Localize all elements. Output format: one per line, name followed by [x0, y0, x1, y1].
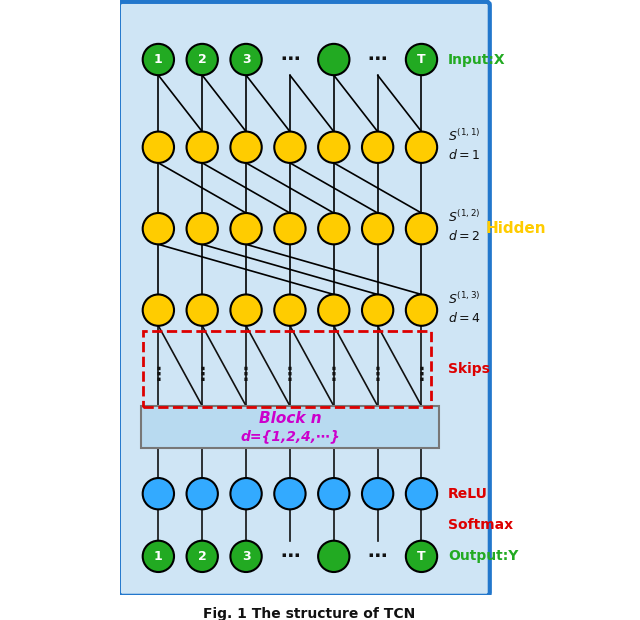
Text: $d=2$: $d=2$: [448, 229, 480, 243]
Circle shape: [230, 478, 262, 510]
Circle shape: [230, 294, 262, 326]
FancyBboxPatch shape: [119, 2, 490, 596]
Circle shape: [318, 131, 349, 163]
Circle shape: [406, 44, 437, 75]
Text: $S^{(1,2)}$: $S^{(1,2)}$: [448, 210, 481, 225]
Text: $S^{(1,3)}$: $S^{(1,3)}$: [448, 291, 481, 307]
Circle shape: [406, 541, 437, 572]
Text: T: T: [417, 550, 426, 563]
Text: ⋮: ⋮: [413, 366, 431, 384]
Text: Skips: Skips: [448, 362, 490, 376]
Circle shape: [275, 131, 305, 163]
Circle shape: [186, 478, 218, 510]
Text: Softmax: Softmax: [448, 518, 513, 532]
Text: ⋮: ⋮: [237, 366, 255, 384]
Circle shape: [318, 213, 349, 244]
Text: ⋮: ⋮: [193, 366, 211, 384]
Circle shape: [362, 213, 394, 244]
Circle shape: [275, 478, 305, 510]
Circle shape: [143, 44, 174, 75]
Text: $d=1$: $d=1$: [448, 148, 480, 162]
Circle shape: [186, 44, 218, 75]
Text: Fig. 1 The structure of TCN: Fig. 1 The structure of TCN: [203, 607, 415, 620]
Circle shape: [318, 478, 349, 510]
Text: Block n: Block n: [259, 411, 321, 427]
Circle shape: [318, 44, 349, 75]
Circle shape: [406, 213, 437, 244]
Text: d={1,2,4,⋯}: d={1,2,4,⋯}: [240, 430, 340, 443]
Text: 1: 1: [154, 53, 163, 66]
Bar: [141, 406, 439, 448]
Text: ReLU: ReLU: [448, 487, 488, 501]
Text: Hidden: Hidden: [485, 221, 546, 236]
Text: ⋯: ⋯: [280, 547, 300, 566]
Circle shape: [406, 294, 437, 326]
Circle shape: [143, 294, 174, 326]
Circle shape: [230, 541, 262, 572]
Text: ⋯: ⋯: [280, 50, 300, 69]
Text: 3: 3: [242, 550, 250, 563]
Circle shape: [230, 213, 262, 244]
Circle shape: [362, 294, 394, 326]
Text: T: T: [417, 53, 426, 66]
Circle shape: [362, 478, 394, 510]
Text: $d=4$: $d=4$: [448, 311, 481, 325]
Circle shape: [362, 131, 394, 163]
Text: Output:Y: Output:Y: [448, 549, 518, 564]
Text: ⋯: ⋯: [368, 50, 387, 69]
Circle shape: [275, 294, 305, 326]
Circle shape: [186, 213, 218, 244]
Text: 2: 2: [198, 550, 207, 563]
Text: $S^{(1,1)}$: $S^{(1,1)}$: [448, 128, 481, 144]
Circle shape: [406, 131, 437, 163]
Circle shape: [230, 44, 262, 75]
Circle shape: [186, 541, 218, 572]
Circle shape: [318, 294, 349, 326]
Circle shape: [275, 213, 305, 244]
Text: ⋯: ⋯: [368, 547, 387, 566]
Circle shape: [318, 541, 349, 572]
Bar: [143, 331, 431, 407]
Text: ⋮: ⋮: [281, 366, 299, 384]
Circle shape: [186, 294, 218, 326]
Text: 2: 2: [198, 53, 207, 66]
Text: 1: 1: [154, 550, 163, 563]
Text: ⋮: ⋮: [324, 366, 343, 384]
Circle shape: [406, 478, 437, 510]
Text: Input:X: Input:X: [448, 53, 506, 66]
Circle shape: [230, 131, 262, 163]
Text: 3: 3: [242, 53, 250, 66]
Text: ⋮: ⋮: [369, 366, 387, 384]
Circle shape: [143, 131, 174, 163]
Circle shape: [143, 478, 174, 510]
Text: ⋮: ⋮: [149, 366, 167, 384]
Circle shape: [186, 131, 218, 163]
Circle shape: [143, 541, 174, 572]
Circle shape: [143, 213, 174, 244]
